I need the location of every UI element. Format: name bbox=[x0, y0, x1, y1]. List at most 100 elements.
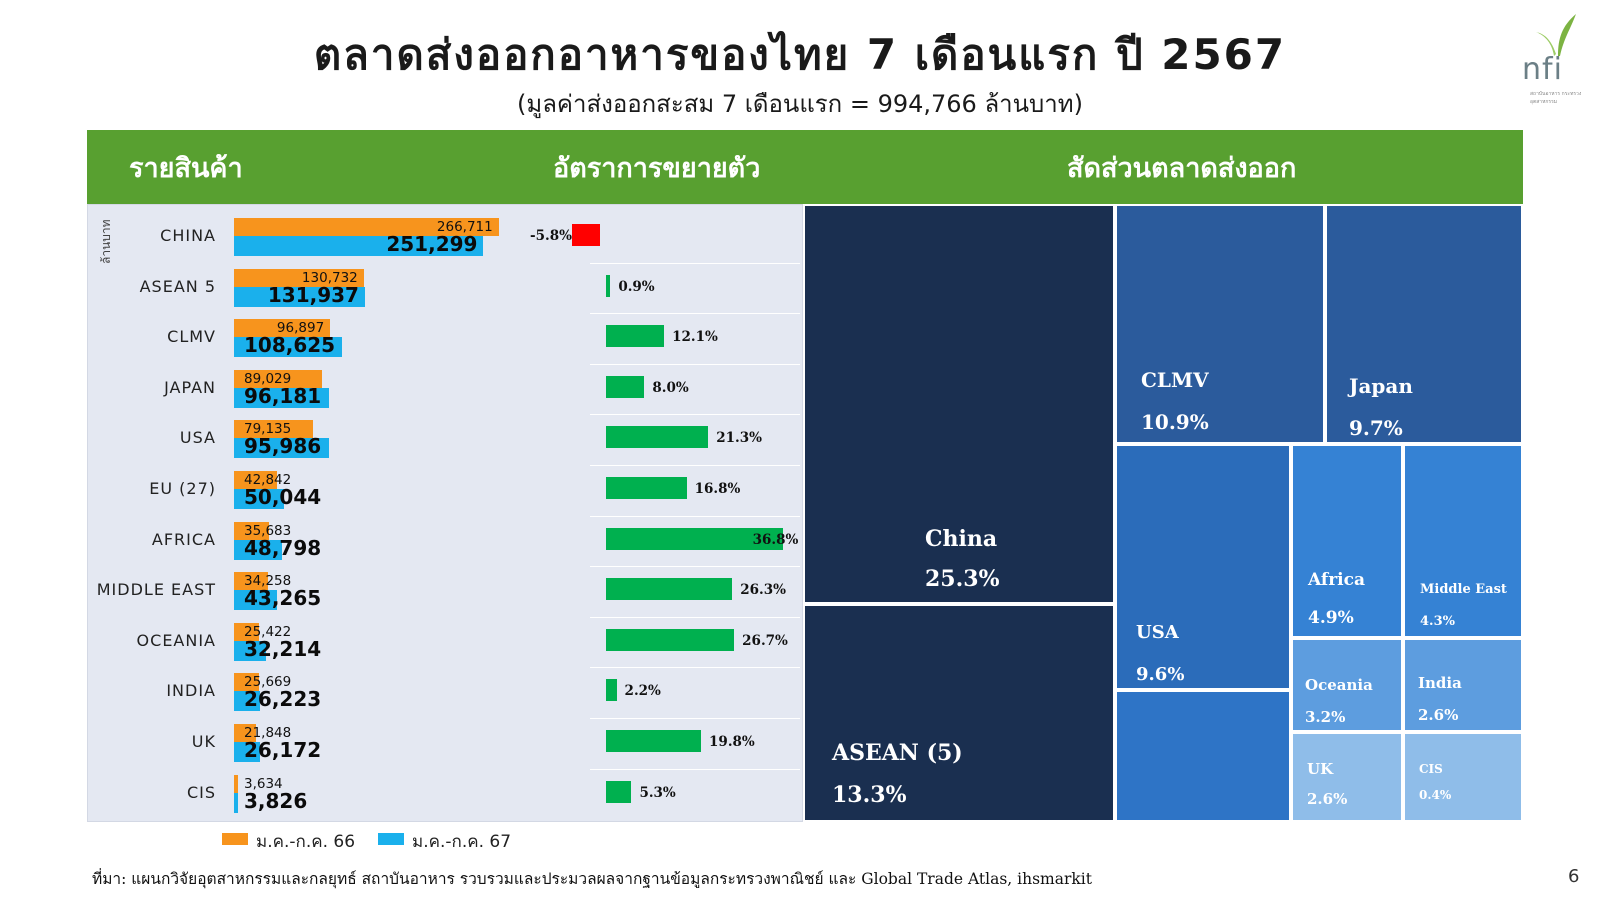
value-label-2567: 48,798 bbox=[244, 535, 322, 560]
treemap-tile: USA 9.6% bbox=[1115, 444, 1291, 690]
bar-2566 bbox=[234, 774, 238, 793]
treemap-tile: Middle East 4.3% bbox=[1403, 444, 1523, 638]
treemap-tile-name: Oceania bbox=[1305, 676, 1373, 694]
treemap-tile-percent: 4.9% bbox=[1308, 608, 1354, 628]
bar-2566 bbox=[234, 218, 499, 236]
category-label: MIDDLE EAST bbox=[96, 580, 216, 600]
category-label: OCEANIA bbox=[136, 630, 216, 650]
treemap-tile: CIS 0.4% bbox=[1403, 732, 1523, 822]
bar-chart-panel bbox=[87, 204, 803, 822]
treemap-tile-name: India bbox=[1418, 674, 1462, 692]
treemap-tile: UK 2.6% bbox=[1291, 732, 1403, 822]
growth-label: 16.8% bbox=[694, 481, 741, 497]
treemap-tile: China 25.3% bbox=[803, 204, 1115, 604]
treemap-tile-percent: 3.2% bbox=[1305, 708, 1346, 726]
treemap-tile-name: EU (27) bbox=[1133, 826, 1203, 845]
row-divider bbox=[590, 262, 800, 264]
category-label: INDIA bbox=[166, 681, 216, 701]
growth-bar bbox=[606, 679, 617, 702]
treemap-tile-percent: 9.7% bbox=[1349, 416, 1403, 440]
nfi-logo: nfi สถาบันอาหาร กระทรวงอุตสาหกรรม bbox=[1518, 8, 1588, 105]
treemap-tile-percent: 2.6% bbox=[1418, 706, 1459, 724]
bar-2567 bbox=[234, 236, 484, 256]
value-label-2566: 25,422 bbox=[244, 623, 292, 640]
value-label-2566: 130,732 bbox=[301, 269, 358, 286]
value-label-2567: 43,265 bbox=[244, 586, 322, 611]
growth-bar bbox=[606, 274, 611, 297]
row-divider bbox=[590, 718, 800, 719]
treemap-tile-percent: 5.0% bbox=[1133, 868, 1177, 887]
treemap-tile: Japan 9.7% bbox=[1325, 204, 1523, 444]
bar-2567 bbox=[234, 539, 283, 560]
legend-swatch-66 bbox=[222, 833, 248, 845]
treemap-tile-percent: 2.6% bbox=[1307, 790, 1348, 808]
bar-2567 bbox=[234, 286, 365, 307]
growth-label: 0.9% bbox=[618, 278, 655, 295]
row-divider bbox=[590, 465, 800, 466]
growth-bar bbox=[606, 527, 783, 550]
treemap-tile-name: USA bbox=[1136, 622, 1179, 643]
treemap-tile: CLMV 10.9% bbox=[1115, 204, 1325, 444]
value-label-2567: 32,214 bbox=[244, 636, 322, 661]
bar-2566 bbox=[234, 420, 313, 439]
growth-label: 8.0% bbox=[652, 379, 689, 396]
growth-bar bbox=[606, 780, 632, 803]
value-label-2566: 21,848 bbox=[244, 725, 292, 741]
treemap-tile-percent: 9.6% bbox=[1136, 664, 1185, 685]
bar-2567 bbox=[234, 387, 330, 408]
value-label-2566: 3,634 bbox=[244, 775, 283, 792]
value-label-2567: 95,986 bbox=[244, 434, 322, 459]
logo-caption: สถาบันอาหาร กระทรวงอุตสาหกรรม bbox=[1530, 91, 1582, 105]
row-divider bbox=[590, 667, 800, 669]
value-label-2566: 96,897 bbox=[276, 320, 325, 337]
value-label-2567: 96,181 bbox=[244, 383, 322, 408]
value-label-2566: 266,711 bbox=[436, 219, 493, 235]
row-divider bbox=[590, 515, 800, 517]
bar-2567 bbox=[234, 691, 261, 712]
header-product: รายสินค้า bbox=[129, 153, 243, 184]
header-share: สัดส่วนตลาดส่งออก bbox=[1067, 153, 1297, 184]
treemap-tile-percent: 4.3% bbox=[1420, 614, 1455, 629]
category-label: JAPAN bbox=[164, 377, 216, 397]
bar-2566 bbox=[234, 724, 256, 742]
value-label-2566: 42,842 bbox=[244, 472, 292, 488]
treemap-tile: EU (27) 5.0% bbox=[1115, 690, 1291, 887]
growth-bar bbox=[606, 578, 733, 601]
growth-bar bbox=[606, 426, 709, 449]
growth-bar bbox=[572, 224, 601, 246]
category-label: CHINA bbox=[160, 226, 216, 245]
treemap-tile: Oceania 3.2% bbox=[1291, 638, 1403, 732]
bar-2566 bbox=[234, 268, 364, 287]
bar-2566 bbox=[234, 622, 260, 641]
row-divider bbox=[590, 616, 800, 618]
source-note: ที่มา: แผนกวิจัยอุตสาหกรรมและกลยุทธ์ สถา… bbox=[92, 870, 1092, 888]
category-label: ASEAN 5 bbox=[139, 276, 216, 296]
bar-2566 bbox=[234, 471, 277, 489]
category-label: EU (27) bbox=[149, 479, 216, 498]
treemap-tile-name: Africa bbox=[1308, 570, 1365, 590]
growth-label: 12.1% bbox=[672, 329, 718, 346]
bar-2567 bbox=[234, 590, 277, 611]
bar-2567 bbox=[234, 438, 330, 459]
treemap-tile: Africa 4.9% bbox=[1291, 444, 1403, 638]
treemap-tile-percent: 10.9% bbox=[1141, 410, 1209, 434]
treemap-tile: India 2.6% bbox=[1403, 638, 1523, 732]
category-label: USA bbox=[179, 428, 216, 448]
treemap-tile-name: Middle East bbox=[1420, 582, 1507, 597]
treemap-tile-percent: 0.4% bbox=[1419, 788, 1452, 802]
growth-label: 5.3% bbox=[639, 784, 676, 801]
bar-2566 bbox=[234, 319, 331, 338]
value-label-2567: 26,223 bbox=[244, 687, 322, 712]
legend-label-66: ม.ค.-ก.ค. 66 bbox=[256, 832, 356, 852]
category-label: CLMV bbox=[167, 327, 216, 347]
bar-2566 bbox=[234, 572, 268, 591]
growth-label: 36.8% bbox=[752, 531, 799, 548]
value-label-2567: 50,044 bbox=[244, 485, 322, 509]
growth-bar bbox=[606, 325, 665, 348]
treemap-tile-name: ASEAN (5) bbox=[832, 740, 963, 766]
value-label-2566: 79,135 bbox=[244, 421, 292, 438]
value-label-2567: 108,625 bbox=[244, 333, 336, 358]
header-growth: อัตราการขยายตัว bbox=[553, 153, 761, 184]
treemap-tile-percent: 13.3% bbox=[832, 782, 907, 808]
bar-2567 bbox=[234, 337, 342, 358]
